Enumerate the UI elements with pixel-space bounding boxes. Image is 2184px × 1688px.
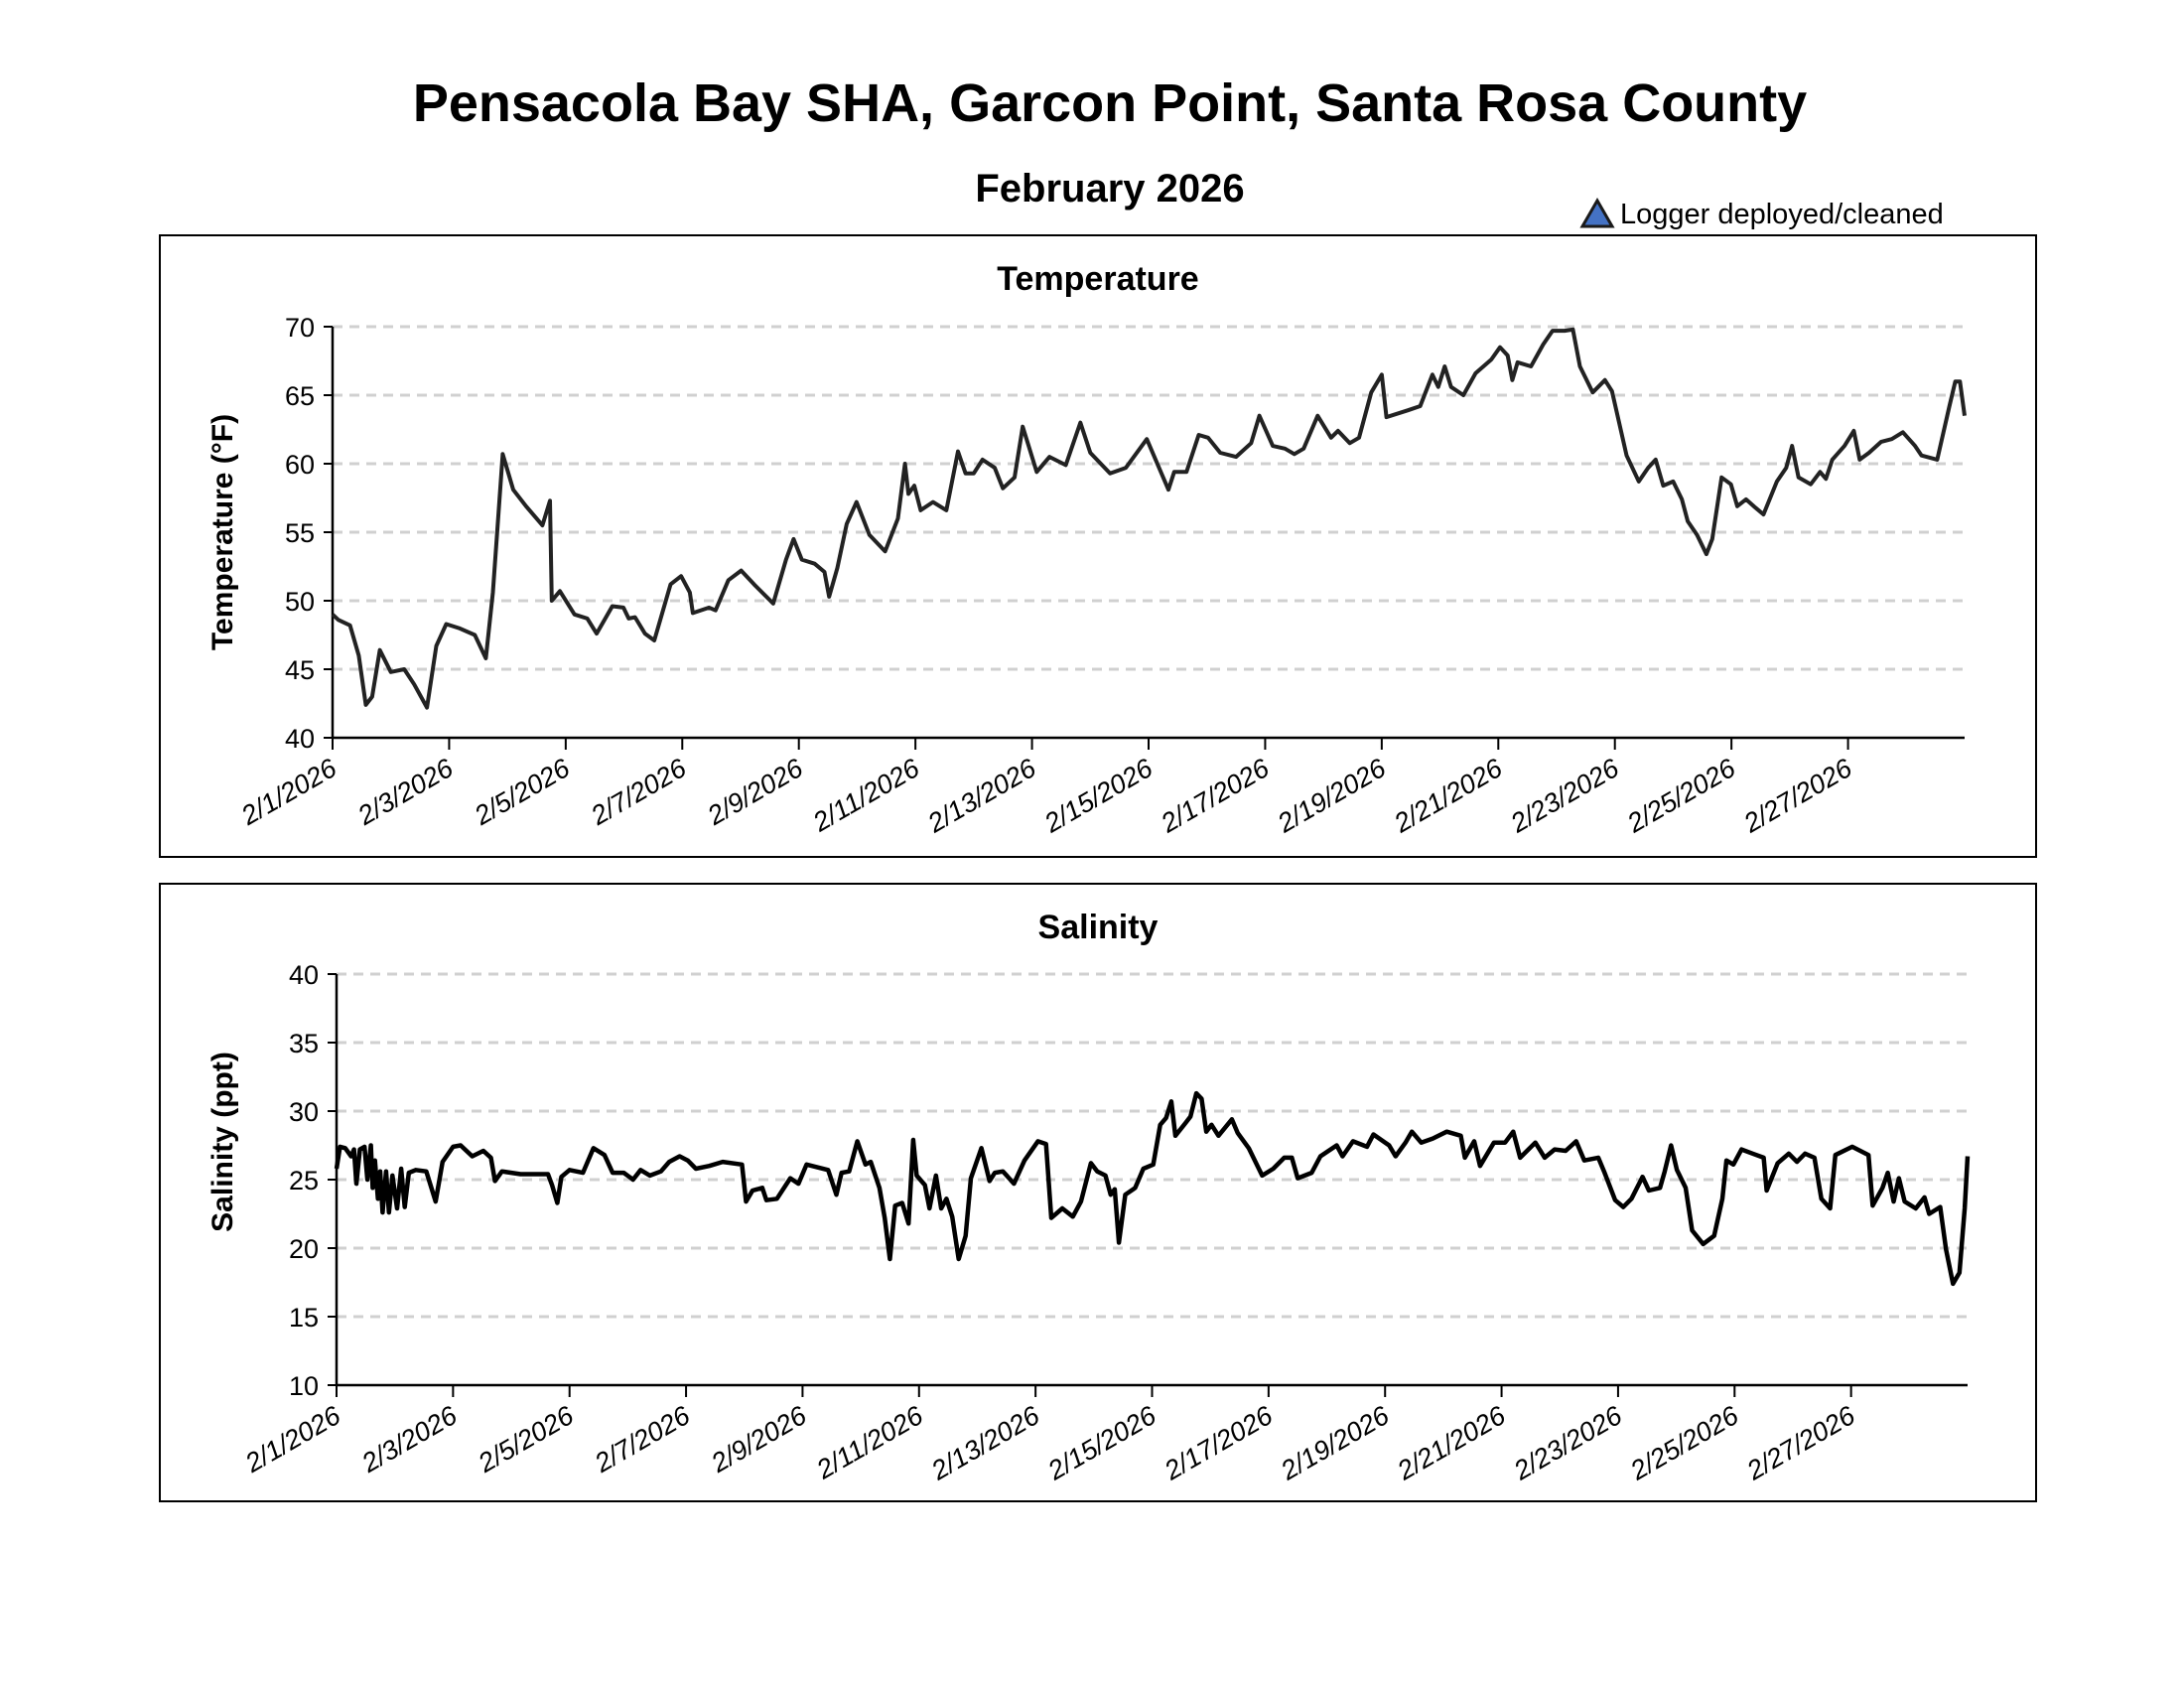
temperature-y-tick-label: 40 (285, 724, 315, 754)
page-title: Pensacola Bay SHA, Garcon Point, Santa R… (413, 73, 1807, 133)
temperature-chart-frame (159, 234, 2037, 858)
temperature-y-axis-label: Temperature (°F) (206, 414, 239, 650)
page-subtitle: February 2026 (975, 167, 1244, 211)
temperature-y-tick-label: 65 (285, 381, 315, 411)
temperature-y-tick-label: 60 (285, 450, 315, 480)
salinity-y-tick-label: 10 (289, 1371, 319, 1401)
salinity-y-tick-label: 15 (289, 1303, 319, 1333)
temperature-y-tick-label: 45 (285, 655, 315, 685)
temperature-y-tick-label: 50 (285, 587, 315, 617)
temperature-y-tick-label: 70 (285, 313, 315, 343)
salinity-series-line (334, 1090, 1971, 1287)
temperature-y-tick-label: 55 (285, 518, 315, 548)
temperature-series-line (331, 327, 1967, 710)
temperature-chart-title: Temperature (997, 260, 1198, 298)
salinity-y-tick-label: 25 (289, 1166, 319, 1196)
salinity-y-tick-label: 35 (289, 1029, 319, 1058)
salinity-y-tick-label: 40 (289, 960, 319, 990)
legend-label: Logger deployed/cleaned (1620, 199, 1944, 230)
legend: Logger deployed/cleaned (1579, 197, 1944, 230)
salinity-chart-title: Salinity (1038, 909, 1159, 946)
salinity-chart-frame (159, 883, 2037, 1502)
triangle-marker-icon (1579, 197, 1615, 228)
salinity-y-axis-label: Salinity (ppt) (206, 1052, 239, 1232)
salinity-y-tick-label: 30 (289, 1097, 319, 1127)
salinity-y-tick-label: 20 (289, 1234, 319, 1264)
